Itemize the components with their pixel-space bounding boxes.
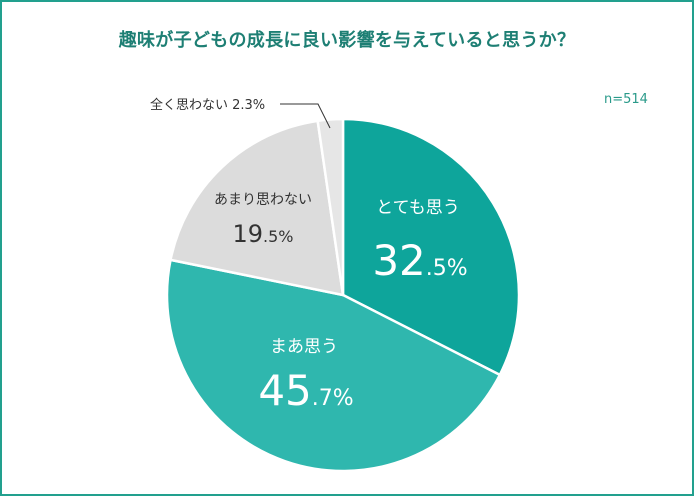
chart-title-text: 趣味が子どもの成長に良い影響を与えていると思うか？: [118, 30, 576, 51]
slice-label-value-1: 32.5%: [372, 236, 467, 285]
pie-slice-2: [165, 258, 502, 473]
slice-label-group-4: 全く思わない 2.3%: [150, 97, 331, 129]
pie-slice-1: [341, 117, 521, 377]
slice-value-2-int: 45: [258, 366, 311, 415]
pie-slice-4: [316, 117, 345, 297]
slice-label-group-2: まあ思う 45.7%: [258, 337, 353, 415]
slice-label-value-2: 45.7%: [258, 366, 353, 415]
slice-value-2-dec: .7%: [312, 386, 354, 411]
slice-label-group-3: あまり思わない 19.5%: [214, 192, 312, 248]
slice-label-category-1: とても思う: [376, 198, 460, 218]
slice-label-category-2: まあ思う: [270, 337, 338, 357]
slice-value-1-int: 32: [372, 236, 425, 285]
slice-4-leader-line: [280, 103, 331, 129]
sample-size-label: n=514: [604, 92, 648, 107]
chart-title: 趣味が子どもの成長に良い影響を与えていると思うか？: [104, 26, 590, 58]
pie-slice-3: [169, 119, 345, 297]
title-wrap: 趣味が子どもの成長に良い影響を与えていると思うか？: [0, 26, 694, 58]
slice-label-group-1: とても思う 32.5%: [372, 198, 467, 285]
slice-label-category-3: あまり思わない: [214, 192, 312, 208]
slice-value-1-dec: .5%: [426, 256, 468, 281]
slice-label-value-3: 19.5%: [232, 220, 293, 248]
pie-slices: [165, 117, 521, 473]
slice-value-3-int: 19: [232, 220, 263, 248]
slice-value-3-dec: .5%: [263, 227, 293, 246]
slice-label-4: 全く思わない 2.3%: [150, 97, 265, 113]
